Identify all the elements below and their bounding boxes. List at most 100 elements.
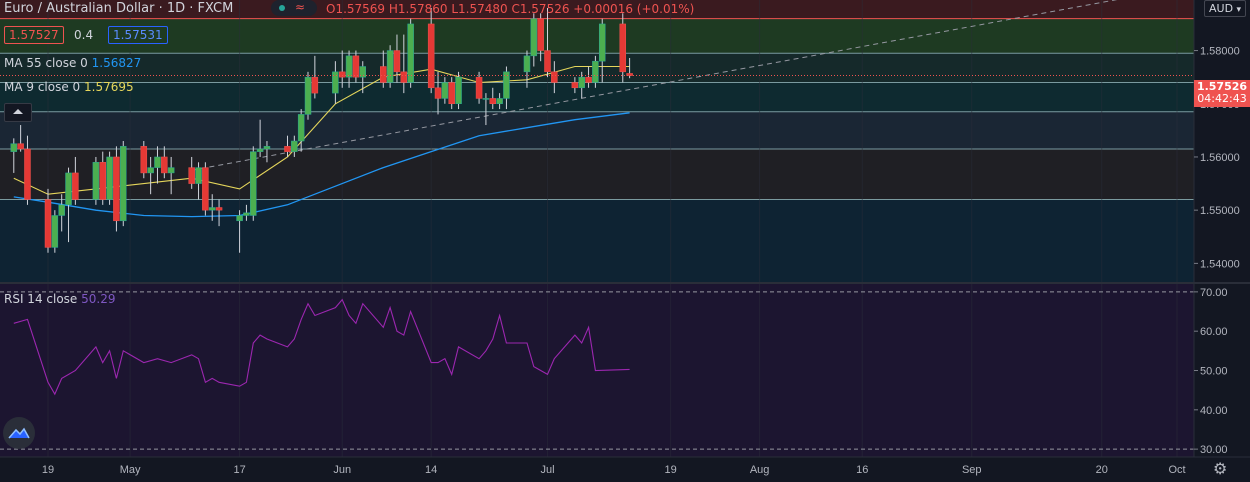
candle-body-2 — [24, 148, 31, 200]
candle-body-16 — [161, 156, 168, 174]
time-tick-label: 20 — [1096, 464, 1108, 476]
candle-body-59 — [578, 76, 585, 89]
market-status-icon[interactable]: ≈ — [271, 0, 317, 16]
ma55-name: MA 55 close 0 — [4, 56, 88, 70]
time-tick-label: Aug — [750, 464, 770, 476]
candle-body-8 — [92, 162, 100, 200]
candle-body-3 — [44, 199, 52, 248]
currency-label: AUD — [1209, 2, 1234, 15]
candle-body-34 — [338, 71, 346, 78]
time-tick-label: 19 — [42, 464, 54, 476]
rsi-tick-label: 70.00 — [1200, 287, 1228, 299]
candle-body-11 — [113, 156, 120, 222]
ask-price-button[interactable]: 1.57531 — [108, 26, 168, 44]
rsi-label[interactable]: RSI 14 close 50.29 — [4, 292, 116, 306]
ohlc-readout: O1.57569 H1.57860 L1.57480 C1.57526 +0.0… — [326, 2, 695, 16]
candle-body-23 — [236, 215, 243, 222]
candle-body-43 — [427, 23, 435, 89]
tradingview-logo-icon[interactable] — [3, 417, 35, 449]
chevron-down-icon: ▾ — [1236, 5, 1242, 15]
candle-body-41 — [400, 71, 408, 83]
candle-body-10 — [106, 156, 113, 200]
candle-body-50 — [489, 98, 497, 105]
candle-body-22 — [215, 207, 223, 211]
candle-body-42 — [407, 23, 414, 83]
spread-value: 0.4 — [74, 28, 94, 42]
candle-body-38 — [380, 66, 387, 83]
candle-body-24 — [243, 212, 250, 216]
candle-body-15 — [154, 156, 161, 168]
chevron-up-icon — [13, 109, 23, 114]
candle-body-20 — [202, 167, 209, 211]
price-zone-3 — [0, 111, 1194, 149]
candle-body-57 — [551, 71, 558, 83]
candle-body-32 — [311, 76, 319, 94]
candle-body-51 — [496, 98, 503, 105]
time-tick-label: Jun — [333, 464, 351, 476]
settings-gear-icon[interactable]: ⚙ — [1213, 459, 1228, 478]
last-price-value: 1.57526 — [1196, 80, 1248, 93]
price-zone-2 — [0, 82, 1194, 112]
candle-body-28 — [284, 146, 291, 152]
time-tick-label: Sep — [962, 464, 982, 476]
wave-icon: ≈ — [295, 0, 306, 14]
price-zone-4 — [0, 148, 1194, 200]
candle-body-29 — [291, 140, 298, 152]
candle-body-39 — [386, 50, 394, 83]
ma9-name: MA 9 close 0 — [4, 80, 81, 94]
rsi-tick-label: 60.00 — [1200, 326, 1228, 338]
candle-body-49 — [482, 98, 490, 100]
candle-body-46 — [448, 82, 455, 105]
candle-body-12 — [120, 146, 127, 222]
candle-body-48 — [475, 76, 483, 99]
candle-body-52 — [503, 71, 510, 99]
candle-body-18 — [188, 167, 195, 184]
candle-body-64 — [626, 73, 633, 76]
candle-body-30 — [297, 114, 305, 142]
price-zone-0 — [0, 18, 1194, 54]
candle-body-54 — [530, 18, 538, 57]
candle-body-58 — [571, 82, 579, 89]
bar-countdown: 04:42:43 — [1197, 92, 1247, 105]
candle-body-55 — [537, 18, 544, 51]
ma9-label[interactable]: MA 9 close 0 1.57695 — [4, 80, 134, 94]
rsi-value: 50.29 — [81, 292, 116, 306]
candle-body-25 — [250, 151, 257, 216]
time-tick-label: 19 — [665, 464, 677, 476]
candle-body-36 — [352, 55, 360, 78]
candle-body-31 — [304, 76, 312, 115]
logo-mountain-icon — [8, 427, 30, 439]
time-tick-label: 17 — [233, 464, 245, 476]
candle-body-40 — [393, 50, 401, 73]
candle-body-17 — [167, 167, 175, 174]
bid-price-button[interactable]: 1.57527 — [4, 26, 64, 44]
symbol-title[interactable]: Euro / Australian Dollar · 1D · FXCM — [4, 1, 234, 16]
candle-body-33 — [332, 71, 339, 94]
candle-body-44 — [434, 87, 442, 99]
candle-body-47 — [455, 76, 462, 105]
candle-body-9 — [99, 162, 106, 200]
time-tick-label: Oct — [1168, 464, 1185, 476]
candle-body-26 — [256, 148, 264, 152]
rsi-name: RSI 14 close — [4, 292, 78, 306]
candle-body-1 — [17, 143, 24, 150]
candle-body-62 — [598, 23, 606, 62]
rsi-line — [13, 298, 630, 396]
time-tick-label: 14 — [425, 464, 437, 476]
currency-selector[interactable]: AUD ▾ — [1204, 0, 1247, 17]
ma55-line — [13, 112, 630, 218]
candle-body-56 — [544, 50, 551, 73]
ma55-value: 1.56827 — [91, 56, 142, 70]
price-tick-label: 1.54000 — [1200, 258, 1240, 270]
ma9-value: 1.57695 — [84, 80, 134, 94]
candle-body-5 — [58, 204, 65, 216]
candle-body-63 — [619, 23, 627, 73]
candle-body-45 — [441, 82, 449, 99]
rsi-tick-label: 40.00 — [1200, 405, 1228, 417]
ma55-label[interactable]: MA 55 close 0 1.56827 — [4, 56, 141, 70]
collapse-indicators-button[interactable] — [4, 103, 32, 122]
price-zone-5 — [0, 199, 1194, 282]
candle-body-21 — [208, 207, 216, 211]
candle-body-53 — [523, 55, 531, 73]
